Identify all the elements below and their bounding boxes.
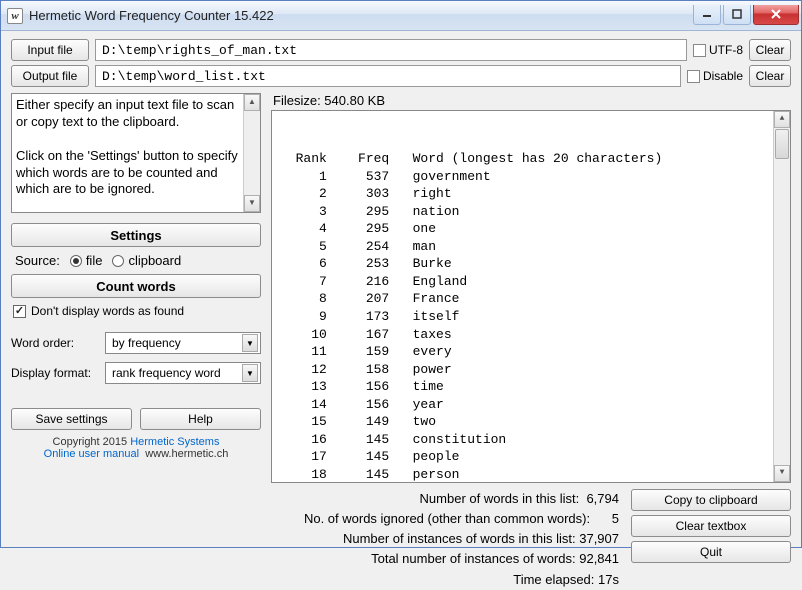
num-words-value: 6,794 [586,491,619,506]
manual-link[interactable]: Online user manual [44,448,139,460]
radio-dot-icon [70,255,82,267]
filesize-label: Filesize: 540.80 KB [271,93,791,108]
manual-url: www.hermetic.ch [145,448,228,460]
scroll-thumb[interactable] [775,129,789,159]
save-settings-button[interactable]: Save settings [11,408,132,430]
scroll-up-icon[interactable]: ▲ [774,111,790,128]
help-textbox[interactable]: Either specify an input text file to sca… [11,93,261,213]
settings-button[interactable]: Settings [11,223,261,247]
app-window: w Hermetic Word Frequency Counter 15.422… [0,0,802,548]
close-button[interactable] [753,5,799,25]
source-file-label: file [86,253,103,268]
scroll-up-icon[interactable]: ▲ [244,94,260,111]
output-file-button[interactable]: Output file [11,65,89,87]
scroll-down-icon[interactable]: ▼ [774,465,790,482]
left-panel: Either specify an input text file to sca… [11,93,261,483]
hermetic-link[interactable]: Hermetic Systems [130,436,219,448]
titlebar[interactable]: w Hermetic Word Frequency Counter 15.422 [1,1,801,31]
clear-textbox-button[interactable]: Clear textbox [631,515,791,537]
help-text: Either specify an input text file to sca… [16,97,256,198]
elapsed-value: 17s [598,572,619,587]
dont-display-checkbox[interactable] [13,305,26,318]
display-format-combo[interactable]: rank frequency word ▼ [105,362,261,384]
utf8-label: UTF-8 [709,43,743,57]
disable-checkbox[interactable] [687,70,700,83]
display-format-label: Display format: [11,366,99,380]
copy-clipboard-button[interactable]: Copy to clipboard [631,489,791,511]
scroll-track[interactable] [774,160,790,465]
disable-label: Disable [703,69,743,83]
maximize-button[interactable] [723,5,751,25]
app-icon: w [7,8,23,24]
dont-display-label: Don't display words as found [31,304,184,318]
results-scrollbar[interactable]: ▲ ▼ [773,111,790,482]
count-words-button[interactable]: Count words [11,274,261,298]
minimize-button[interactable] [693,5,721,25]
help-scrollbar[interactable]: ▲ ▼ [243,94,260,212]
actions-panel: Copy to clipboard Clear textbox Quit [631,489,791,590]
copyright-text: Copyright 2015 Hermetic Systems Online u… [11,436,261,460]
clear-input-button[interactable]: Clear [749,39,791,61]
clear-output-button[interactable]: Clear [749,65,791,87]
help-button[interactable]: Help [140,408,261,430]
source-file-radio[interactable]: file [70,253,103,268]
word-order-label: Word order: [11,336,99,350]
stats-panel: Number of words in this list: 6,794 No. … [271,489,631,590]
chevron-down-icon: ▼ [242,334,258,352]
right-panel: Filesize: 540.80 KB Rank Freq Word (long… [271,93,791,483]
input-path-field[interactable] [95,39,687,61]
instances-list-value: 37,907 [579,531,619,546]
utf8-checkbox[interactable] [693,44,706,57]
word-order-combo[interactable]: by frequency ▼ [105,332,261,354]
source-clipboard-radio[interactable]: clipboard [112,253,181,268]
quit-button[interactable]: Quit [631,541,791,563]
results-textbox[interactable]: Rank Freq Word (longest has 20 character… [271,110,791,483]
window-title: Hermetic Word Frequency Counter 15.422 [29,8,691,23]
chevron-down-icon: ▼ [242,364,258,382]
output-path-field[interactable] [95,65,681,87]
scroll-track[interactable] [244,111,260,195]
total-instances-value: 92,841 [579,551,619,566]
radio-dot-icon [112,255,124,267]
client-area: Input file UTF-8 Clear Output file Disab… [1,31,801,547]
word-order-value: by frequency [112,336,181,350]
display-format-value: rank frequency word [112,366,221,380]
ignored-value: 5 [612,511,619,526]
scroll-down-icon[interactable]: ▼ [244,195,260,212]
source-label: Source: [15,253,60,268]
input-file-button[interactable]: Input file [11,39,89,61]
source-clipboard-label: clipboard [128,253,181,268]
results-text: Rank Freq Word (longest has 20 character… [280,150,788,483]
